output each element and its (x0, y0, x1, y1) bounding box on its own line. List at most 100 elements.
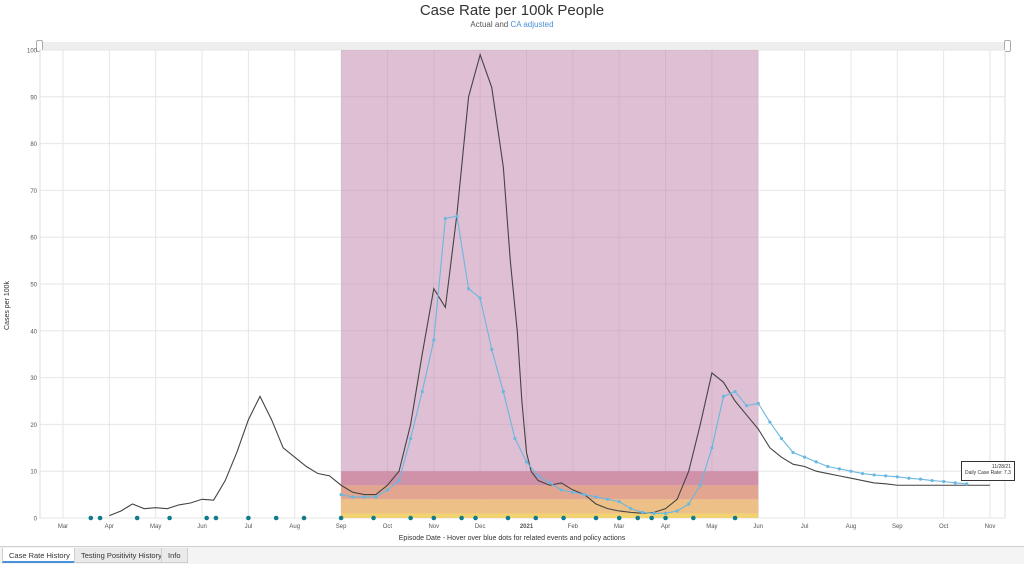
event-dot[interactable] (97, 515, 103, 521)
adjusted-point (768, 420, 772, 424)
adjusted-point (721, 394, 726, 398)
adjusted-point (443, 216, 447, 221)
event-dot[interactable] (649, 515, 654, 521)
y-axis-label: Cases per 100k (4, 280, 11, 330)
event-dot[interactable] (213, 515, 219, 521)
adjusted-point (837, 467, 841, 471)
event-dot[interactable] (371, 515, 376, 521)
event-dot[interactable] (273, 515, 279, 521)
chart-subtitle: Actual and CA adjusted (470, 20, 554, 29)
event-dot[interactable] (167, 515, 172, 521)
x-tick-label: Jul (801, 524, 809, 530)
event-dot[interactable] (134, 515, 140, 521)
adjusted-point (536, 474, 540, 478)
x-tick-label: Apr (661, 524, 670, 530)
tier-band (341, 513, 759, 518)
adjusted-point (663, 511, 668, 515)
event-dot[interactable] (593, 515, 599, 521)
x-tick-label: Aug (289, 524, 300, 530)
range-scrollbar[interactable] (38, 42, 1008, 50)
adjusted-point (698, 483, 702, 487)
event-dot[interactable] (88, 515, 94, 521)
adjusted-point (513, 436, 517, 441)
adjusted-point (849, 469, 853, 473)
x-tick-label: May (150, 524, 161, 530)
x-axis-label: Episode Date - Hover over blue dots for … (398, 535, 626, 542)
adjusted-point (606, 497, 610, 501)
tab-testing-positivity-history[interactable]: Testing Positivity History (74, 548, 169, 563)
adjusted-point (779, 436, 784, 441)
adjusted-point (872, 473, 876, 477)
hover-tooltip: 11/28/21 Daily Case Rate: 7.3 (961, 461, 1015, 481)
adjusted-point (432, 338, 436, 342)
event-dot[interactable] (246, 515, 251, 521)
y-tick-label: 30 (30, 376, 37, 382)
x-tick-label: Nov (428, 524, 439, 530)
event-dot[interactable] (505, 515, 511, 521)
event-dot[interactable] (408, 515, 413, 521)
y-tick-label: 90 (30, 95, 37, 101)
event-dot[interactable] (691, 515, 696, 521)
event-dot[interactable] (533, 515, 539, 521)
adjusted-point (687, 502, 691, 506)
adjusted-point (409, 436, 413, 441)
y-tick-label: 0 (34, 517, 38, 523)
event-dot[interactable] (732, 515, 738, 521)
event-dot[interactable] (663, 515, 668, 521)
event-dot[interactable] (635, 515, 641, 521)
adjusted-point (791, 450, 795, 455)
tooltip-value: Daily Case Rate: 7.3 (965, 470, 1011, 476)
adjusted-point (860, 471, 865, 476)
adjusted-point (478, 296, 482, 300)
x-tick-label: 2021 (520, 524, 534, 530)
adjusted-point (710, 446, 714, 450)
adjusted-point (501, 390, 505, 394)
x-tick-label: Nov (985, 524, 996, 530)
event-dot[interactable] (616, 515, 622, 521)
event-dot[interactable] (204, 515, 209, 521)
tier-band (341, 485, 759, 500)
y-tick-label: 50 (30, 283, 37, 289)
event-dot[interactable] (301, 515, 307, 521)
x-tick-label: Jun (753, 524, 763, 530)
adjusted-point (918, 477, 923, 481)
event-dot[interactable] (561, 515, 566, 521)
x-tick-label: Jun (197, 524, 207, 530)
adjusted-point (907, 476, 911, 480)
x-tick-label: Dec (475, 524, 486, 530)
tab-case-rate-history[interactable]: Case Rate History (2, 548, 77, 563)
chart-title: Case Rate per 100k People (419, 2, 605, 19)
adjusted-point (826, 464, 830, 469)
y-tick-label: 70 (30, 189, 37, 195)
adjusted-point (884, 474, 888, 478)
adjusted-point (339, 493, 343, 497)
tab-info[interactable]: Info (161, 548, 188, 563)
event-dot[interactable] (431, 515, 437, 521)
event-dot[interactable] (338, 515, 344, 521)
highlight-band (341, 50, 759, 518)
x-tick-label: Oct (383, 524, 393, 530)
adjusted-point (930, 478, 934, 483)
y-tick-label: 60 (30, 236, 37, 242)
event-dot[interactable] (473, 515, 478, 521)
adjusted-point (756, 401, 760, 405)
adjusted-point (652, 511, 656, 515)
tier-band (341, 471, 759, 486)
series-line-actual (109, 52, 990, 517)
adjusted-point (466, 287, 471, 291)
y-tick-label: 20 (30, 423, 37, 429)
adjusted-point (490, 347, 494, 352)
adjusted-point (617, 500, 621, 504)
x-tick-label: Mar (614, 524, 624, 530)
range-handle-right[interactable] (1004, 40, 1011, 52)
adjusted-point (745, 404, 749, 408)
y-tick-label: 80 (30, 142, 37, 148)
adjusted-point (582, 493, 587, 497)
event-dot[interactable] (459, 515, 464, 521)
adjusted-point (895, 475, 899, 479)
adjusted-point (374, 495, 378, 499)
adjusted-point (362, 495, 366, 499)
tooltip-date: 11/28/21 (991, 464, 1011, 470)
adjusted-point (385, 488, 390, 492)
